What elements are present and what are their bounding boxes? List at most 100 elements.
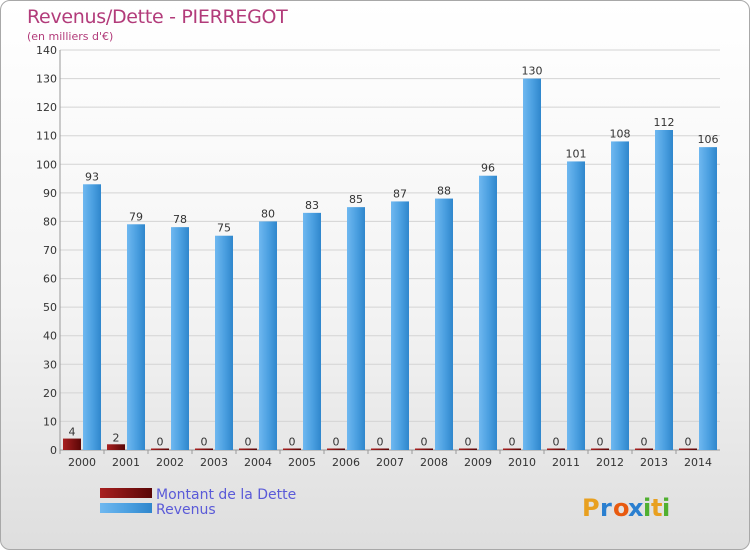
x-tick-label: 2011: [552, 456, 580, 469]
data-label-revenus: 83: [305, 199, 319, 212]
bar-revenus: [699, 147, 717, 450]
x-tick-label: 2013: [640, 456, 668, 469]
data-label-revenus: 80: [261, 207, 275, 220]
x-tick-label: 2002: [156, 456, 184, 469]
data-label-revenus: 112: [654, 116, 675, 129]
data-label-revenus: 108: [610, 127, 631, 140]
y-tick-label: 80: [43, 215, 57, 228]
y-tick-label: 110: [36, 130, 57, 143]
bar-dette: [415, 448, 433, 450]
y-tick-label: 10: [43, 415, 57, 428]
logo-letter: t: [651, 494, 662, 522]
bar-dette: [591, 448, 609, 450]
x-tick-label: 2007: [376, 456, 404, 469]
y-tick-label: 20: [43, 387, 57, 400]
bar-revenus: [523, 78, 541, 451]
data-label-revenus: 130: [522, 65, 543, 78]
y-tick-label: 40: [43, 330, 57, 343]
bar-revenus: [259, 221, 277, 450]
legend-label-revenus: Revenus: [156, 502, 216, 518]
x-tick-label: 2003: [200, 456, 228, 469]
bar-dette: [283, 448, 301, 450]
data-label-revenus: 101: [566, 147, 587, 160]
data-label-revenus: 96: [481, 162, 495, 175]
y-tick-label: 0: [50, 444, 57, 457]
bars: 4 93 2 79 0 78 0 75 0 80 0 83 0 85 0 87 0 88 0 96 0 130 0 101 0 1…: [63, 65, 719, 451]
data-label-dette: 0: [465, 436, 472, 449]
x-tick-label: 2001: [112, 456, 140, 469]
x-tick-label: 2006: [332, 456, 360, 469]
data-label-dette: 0: [157, 436, 164, 449]
bar-revenus: [83, 184, 101, 451]
chart-title: Revenus/Dette - PIERREGOT: [27, 6, 288, 28]
data-label-revenus: 88: [437, 185, 451, 198]
x-tick-label: 2010: [508, 456, 536, 469]
bar-dette: [635, 448, 653, 450]
bar-dette: [371, 448, 389, 450]
bar-revenus: [215, 235, 233, 450]
bar-dette: [503, 448, 521, 450]
y-tick-label: 70: [43, 244, 57, 257]
data-label-dette: 0: [421, 436, 428, 449]
data-label-revenus: 79: [129, 210, 143, 223]
bar-revenus: [479, 175, 497, 450]
logo-letter: i: [643, 494, 651, 522]
data-label-dette: 2: [113, 431, 120, 444]
bar-dette: [327, 448, 345, 450]
legend-label-dette: Montant de la Dette: [156, 487, 296, 503]
x-tick-label: 2000: [68, 456, 96, 469]
y-tick-label: 100: [36, 158, 57, 171]
logo-letter: i: [662, 494, 670, 522]
data-label-dette: 0: [289, 436, 296, 449]
data-label-dette: 0: [245, 436, 252, 449]
y-tick-label: 30: [43, 358, 57, 371]
data-label-revenus: 87: [393, 187, 407, 200]
legend-swatch-dette: [100, 488, 152, 498]
data-label-dette: 4: [69, 426, 76, 439]
bar-dette: [679, 448, 697, 450]
bar-revenus: [655, 130, 673, 450]
data-label-revenus: 93: [85, 170, 99, 183]
bar-dette: [151, 448, 169, 450]
logo-letter: x: [628, 494, 644, 522]
logo-letter: P: [582, 494, 600, 522]
data-label-dette: 0: [201, 436, 208, 449]
data-label-revenus: 78: [173, 213, 187, 226]
x-tick-label: 2012: [596, 456, 624, 469]
bar-revenus: [611, 141, 629, 450]
bar-revenus: [347, 207, 365, 450]
data-label-dette: 0: [333, 436, 340, 449]
bar-revenus: [171, 227, 189, 450]
bar-dette: [107, 444, 125, 450]
bar-dette: [195, 448, 213, 450]
bar-revenus: [567, 161, 585, 450]
x-tick-label: 2014: [684, 456, 712, 469]
bar-dette: [459, 448, 477, 450]
logo-letter: r: [600, 494, 612, 522]
data-label-dette: 0: [685, 436, 692, 449]
data-label-dette: 0: [597, 436, 604, 449]
bar-revenus: [391, 201, 409, 450]
chart-subtitle: (en milliers d'€): [27, 30, 114, 43]
bar-dette: [547, 448, 565, 450]
x-tick-label: 2009: [464, 456, 492, 469]
data-label-dette: 0: [377, 436, 384, 449]
x-tick-label: 2004: [244, 456, 272, 469]
data-label-revenus: 75: [217, 222, 231, 235]
bar-dette: [63, 438, 81, 450]
x-tick-label: 2005: [288, 456, 316, 469]
data-label-revenus: 85: [349, 193, 363, 206]
legend-swatch-revenus: [100, 503, 152, 513]
bar-dette: [239, 448, 257, 450]
data-label-dette: 0: [509, 436, 516, 449]
logo-letter: o: [613, 494, 630, 522]
bar-revenus: [127, 224, 145, 450]
y-tick-label: 60: [43, 273, 57, 286]
y-tick-label: 130: [36, 73, 57, 86]
bar-revenus: [435, 198, 453, 450]
data-label-dette: 0: [553, 436, 560, 449]
